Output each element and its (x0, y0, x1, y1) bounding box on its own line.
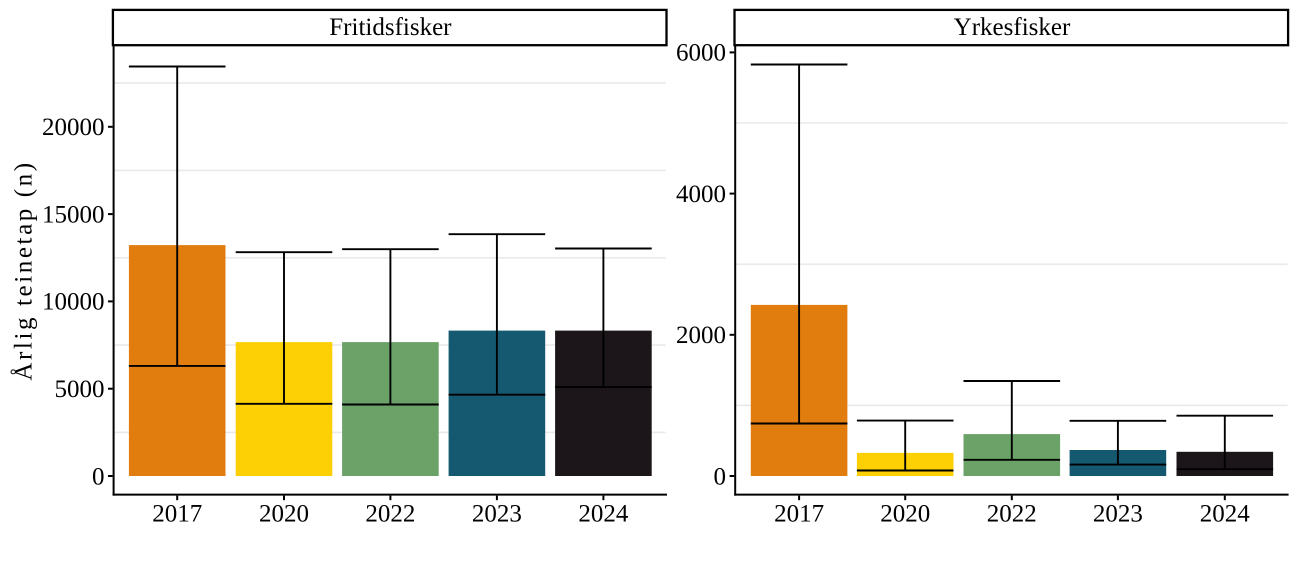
svg-text:2023: 2023 (472, 500, 522, 527)
svg-text:2023: 2023 (1093, 500, 1143, 527)
svg-text:5000: 5000 (55, 376, 105, 403)
svg-text:2017: 2017 (152, 500, 202, 527)
svg-text:Årlig teinetap (n): Årlig teinetap (n) (11, 160, 38, 380)
svg-text:0: 0 (92, 463, 105, 490)
svg-text:2020: 2020 (880, 500, 930, 527)
svg-text:4000: 4000 (676, 181, 726, 208)
svg-text:2024: 2024 (1200, 500, 1251, 527)
svg-text:10000: 10000 (42, 289, 105, 316)
svg-text:2024: 2024 (578, 500, 629, 527)
svg-text:Yrkesfisker: Yrkesfisker (954, 14, 1071, 41)
svg-text:6000: 6000 (676, 40, 726, 67)
svg-text:2020: 2020 (259, 500, 309, 527)
svg-text:2022: 2022 (365, 500, 415, 527)
svg-text:2017: 2017 (774, 500, 824, 527)
svg-text:20000: 20000 (42, 114, 105, 141)
svg-text:15000: 15000 (42, 201, 105, 228)
svg-text:Fritidsfisker: Fritidsfisker (329, 14, 452, 41)
svg-text:2022: 2022 (987, 500, 1037, 527)
svg-text:0: 0 (714, 463, 727, 490)
svg-text:2000: 2000 (676, 322, 726, 349)
